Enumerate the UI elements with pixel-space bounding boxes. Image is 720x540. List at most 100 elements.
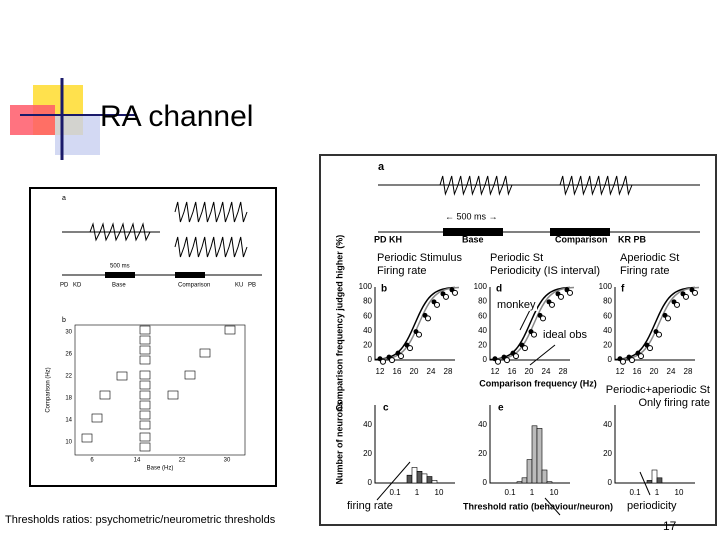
phase-label: Comparison xyxy=(555,234,608,244)
data-box xyxy=(139,345,151,355)
dot xyxy=(683,293,689,300)
label-bg xyxy=(542,328,589,341)
x-tick-label: 20 xyxy=(650,367,659,376)
x-axis-label: Base (Hz) xyxy=(147,466,174,472)
x-tick-label: 10 xyxy=(435,488,444,497)
phase-label: Base xyxy=(462,234,484,244)
y-tick-label: 60 xyxy=(603,311,612,320)
stimulus-bar xyxy=(550,228,610,236)
axes xyxy=(614,405,695,484)
histogram-bar xyxy=(421,473,428,484)
y-tick-label: 0 xyxy=(483,478,488,487)
phase-label: Base xyxy=(112,283,126,289)
y-tick-label: 0 xyxy=(608,478,613,487)
x-tick-label: 12 xyxy=(616,367,625,376)
stimulus-bar xyxy=(105,272,135,278)
panel-label: b xyxy=(381,284,387,295)
data-box xyxy=(224,325,236,335)
dot xyxy=(549,301,555,308)
y-tick-label: 10 xyxy=(65,440,72,446)
data-box xyxy=(91,413,103,423)
histogram-bar xyxy=(411,467,418,484)
x-tick-label: 20 xyxy=(410,367,419,376)
y-tick-label: 60 xyxy=(478,311,487,320)
phase-label: KR PB xyxy=(618,234,647,244)
y-axis-label: Number of neurons xyxy=(334,401,344,484)
y-tick-label: 40 xyxy=(478,420,487,429)
phase-label: PD KH xyxy=(374,234,402,244)
annotation: Firing rate xyxy=(377,265,427,277)
y-tick-label: 40 xyxy=(603,326,612,335)
spike-train xyxy=(174,236,248,258)
panel-label: d xyxy=(496,284,502,295)
data-box xyxy=(139,335,151,345)
dot xyxy=(389,357,395,364)
footer-note: Thresholds ratios: psychometric/neuromet… xyxy=(5,514,276,526)
phase-label: Comparison xyxy=(178,283,210,289)
data-box xyxy=(139,420,151,430)
data-box xyxy=(139,370,151,380)
y-tick-label: 20 xyxy=(363,341,372,350)
x-tick-label: 22 xyxy=(179,458,186,464)
dot xyxy=(692,289,698,296)
y-tick-label: 80 xyxy=(603,297,612,306)
x-tick-label: 14 xyxy=(134,458,141,464)
x-tick-label: 0.1 xyxy=(504,488,516,497)
x-tick-label: 20 xyxy=(525,367,534,376)
axes xyxy=(614,287,695,361)
x-axis-label: Threshold ratio (behaviour/neuron) xyxy=(463,501,613,511)
data-box xyxy=(184,370,196,380)
arrows xyxy=(376,309,651,516)
dot xyxy=(638,353,644,360)
dot xyxy=(513,353,519,360)
data-box xyxy=(116,371,128,381)
timing-label: 500 ms xyxy=(110,264,130,270)
annotation: Periodicity (IS interval) xyxy=(490,265,600,277)
x-tick-label: 24 xyxy=(427,367,436,376)
x-tick-label: 16 xyxy=(508,367,517,376)
annotation: periodicity xyxy=(627,500,677,512)
y-tick-label: 20 xyxy=(603,449,612,458)
panel-label: e xyxy=(498,403,504,414)
y-tick-label: 100 xyxy=(599,282,613,291)
axes xyxy=(374,287,455,361)
annotation: Periodic+aperiodic St xyxy=(606,384,710,396)
dot xyxy=(531,331,537,338)
x-tick-label: 0.1 xyxy=(389,488,401,497)
dot xyxy=(567,289,573,296)
y-tick-label: 80 xyxy=(363,297,372,306)
slide-title: RA channel xyxy=(100,100,253,133)
annotation: Periodic Stimulus xyxy=(377,252,462,264)
plot-frame xyxy=(74,324,246,456)
dot xyxy=(434,301,440,308)
histogram-bar xyxy=(531,425,538,484)
dot xyxy=(647,345,653,352)
deco-square xyxy=(10,105,55,135)
figure-frame xyxy=(29,187,277,487)
x-tick-label: 1 xyxy=(415,488,420,497)
x-tick-label: 12 xyxy=(376,367,385,376)
dot xyxy=(558,293,564,300)
stimulus-bar xyxy=(175,272,205,278)
x-tick-label: 28 xyxy=(559,367,568,376)
data-box xyxy=(139,355,151,365)
dot xyxy=(425,315,431,322)
data-box xyxy=(99,390,111,400)
dot xyxy=(407,345,413,352)
histogram-bar xyxy=(516,481,523,484)
left-figure: a 500 ms PD KD Base Comparison KU PB b 30 26 22 18 14… xyxy=(46,195,262,472)
y-tick-label: 0 xyxy=(608,355,613,364)
dot xyxy=(620,358,626,365)
data-box xyxy=(199,348,211,358)
annotation: Only firing rate xyxy=(638,397,710,409)
dot xyxy=(665,315,671,322)
y-tick-label: 18 xyxy=(65,396,72,402)
y-tick-label: 40 xyxy=(478,326,487,335)
dot xyxy=(380,358,386,365)
data-box xyxy=(139,380,151,390)
phase-label: KD xyxy=(73,283,82,289)
y-tick-label: 80 xyxy=(478,297,487,306)
